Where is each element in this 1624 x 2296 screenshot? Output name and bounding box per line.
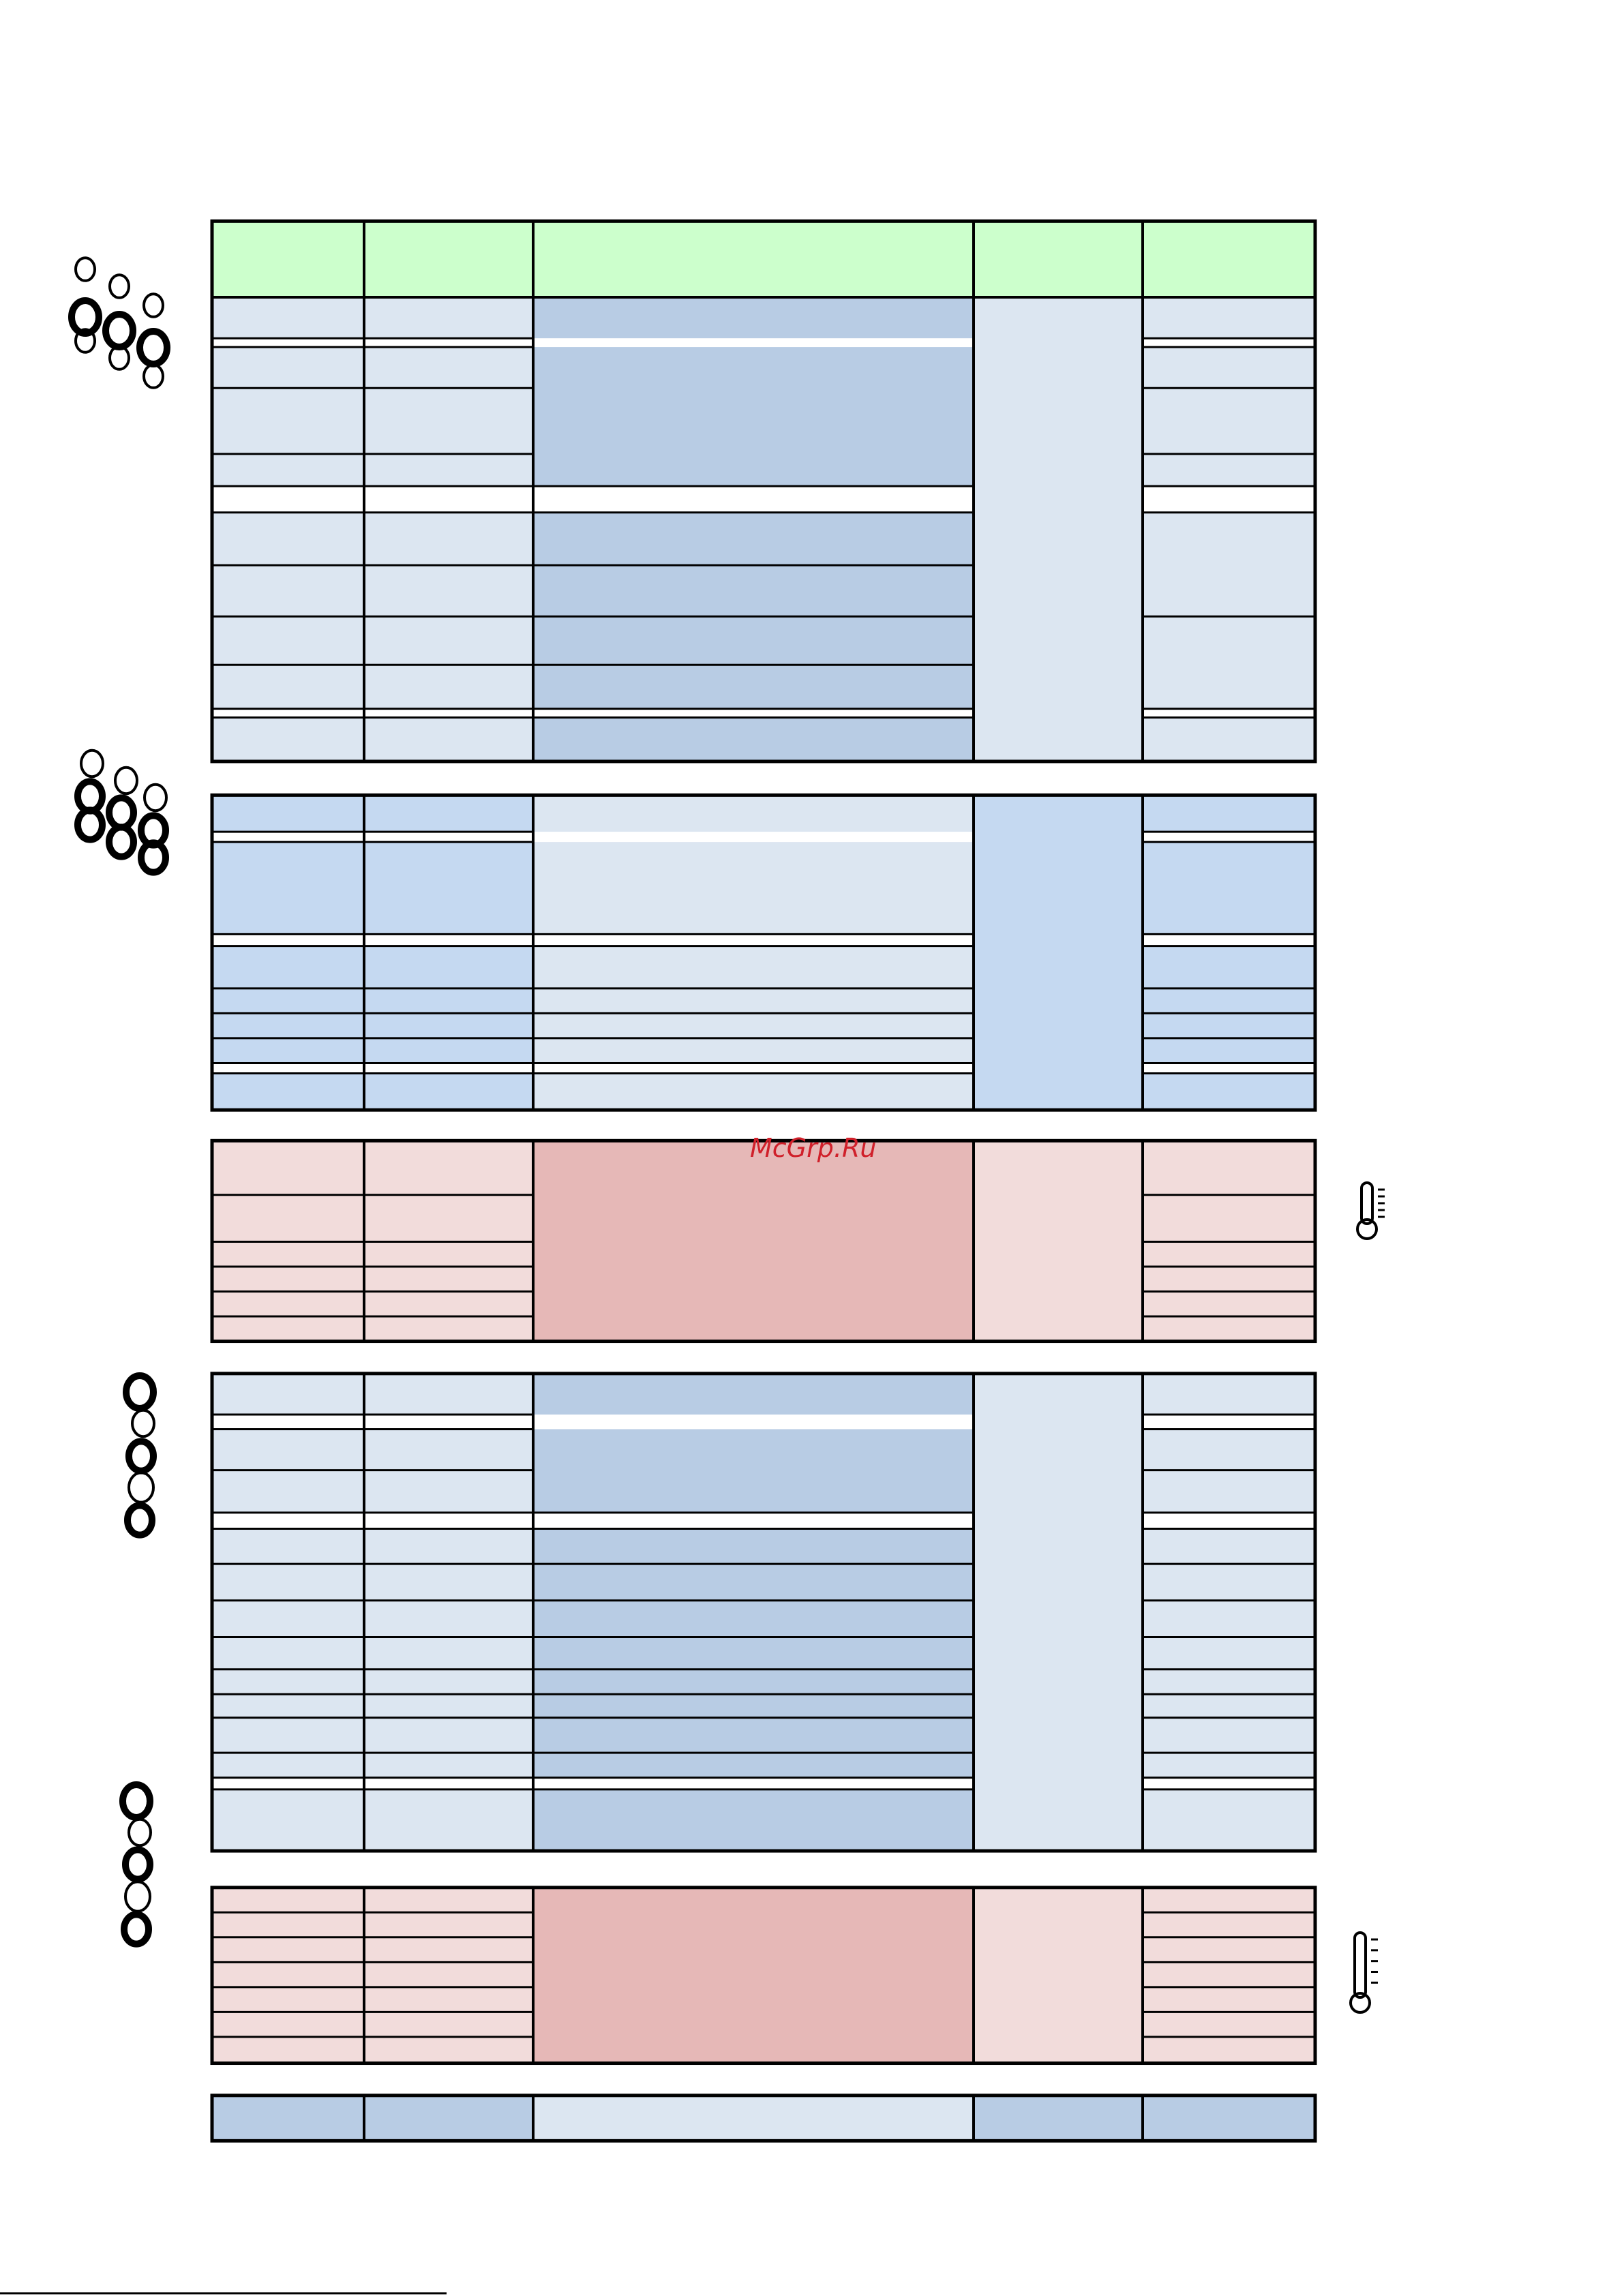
cell-bg — [974, 1887, 1143, 2064]
cell-bg — [1143, 1887, 1315, 2064]
cell-bg — [974, 297, 1143, 761]
seal-icon — [108, 345, 130, 371]
seal-icon — [123, 1372, 157, 1412]
spacer-row — [1143, 1414, 1315, 1430]
cell-bg — [1143, 1373, 1315, 1852]
watermark: McGrp.Ru — [750, 1133, 877, 1163]
seal-icon — [143, 783, 168, 813]
seal-icon — [119, 1781, 153, 1821]
seal-icon — [125, 1438, 157, 1475]
seal-icon — [68, 297, 102, 337]
seal-icon — [102, 311, 136, 350]
spacer-row — [1143, 486, 1315, 513]
seal-icon — [106, 794, 137, 831]
thermometer-icon — [1360, 1181, 1374, 1225]
seal-icon — [127, 1817, 152, 1847]
table-border — [210, 1886, 1317, 2066]
seal-icon — [124, 1880, 151, 1913]
cell-bg — [1143, 795, 1315, 1111]
spacer-row — [212, 338, 974, 348]
spacer-row — [1143, 832, 1315, 843]
spacer-row — [1143, 708, 1315, 718]
cell-bg — [533, 795, 974, 1111]
seal-icon — [114, 766, 138, 796]
cell-bg — [533, 297, 974, 761]
seal-icon — [74, 806, 106, 843]
table-border — [210, 1138, 1317, 1344]
table-border — [210, 793, 1317, 1112]
cell-bg — [533, 1141, 974, 1342]
seal-icon — [136, 328, 170, 367]
header-row — [212, 221, 1315, 298]
spacer-row — [1143, 1777, 1315, 1789]
seal-icon — [74, 328, 96, 354]
cell-bg — [974, 795, 1143, 1111]
cell-bg — [212, 1887, 533, 2064]
spacer-row — [212, 486, 974, 513]
spacer-row — [1143, 1063, 1315, 1074]
thermometer-icon — [1349, 1992, 1371, 2014]
seal-icon — [127, 1471, 155, 1504]
spacer-row — [212, 832, 974, 843]
seal-icon — [80, 749, 104, 779]
seal-icon — [74, 778, 106, 815]
spacer-row — [1143, 1512, 1315, 1529]
seal-icon — [142, 292, 164, 318]
thermometer-icon — [1353, 1931, 1367, 1999]
cell-bg — [533, 1887, 974, 2064]
cell-bg — [212, 297, 533, 761]
cell-bg — [974, 1141, 1143, 1342]
spacer-row — [212, 708, 974, 718]
seal-icon — [131, 1408, 155, 1438]
cell-bg — [212, 1373, 533, 1852]
seal-icon — [106, 824, 137, 860]
spacer-row — [212, 934, 974, 946]
cell-bg — [1143, 297, 1315, 761]
cell-bg — [212, 2095, 533, 2141]
seal-icon — [121, 1911, 152, 1948]
spacer-row — [1143, 338, 1315, 348]
seal-icon — [74, 256, 96, 282]
table-border — [210, 1372, 1317, 1853]
spacer-row — [212, 1063, 974, 1074]
seal-icon — [108, 273, 130, 299]
thermometer-icon — [1356, 1218, 1378, 1240]
cell-bg — [974, 2095, 1143, 2141]
cell-bg — [533, 2095, 974, 2141]
seal-icon — [142, 363, 164, 389]
spacer-row — [1143, 934, 1315, 946]
cell-bg — [533, 1373, 974, 1852]
spacer-row — [212, 1777, 974, 1789]
cell-bg — [974, 1373, 1143, 1852]
spacer-row — [212, 1414, 974, 1430]
spacer-row — [212, 1512, 974, 1529]
seal-icon — [124, 1502, 155, 1539]
table-border — [210, 219, 1317, 764]
cell-bg — [1143, 2095, 1315, 2141]
table-border — [210, 2094, 1317, 2143]
cell-bg — [212, 795, 533, 1111]
seal-icon — [138, 839, 169, 876]
seal-icon — [122, 1846, 153, 1883]
